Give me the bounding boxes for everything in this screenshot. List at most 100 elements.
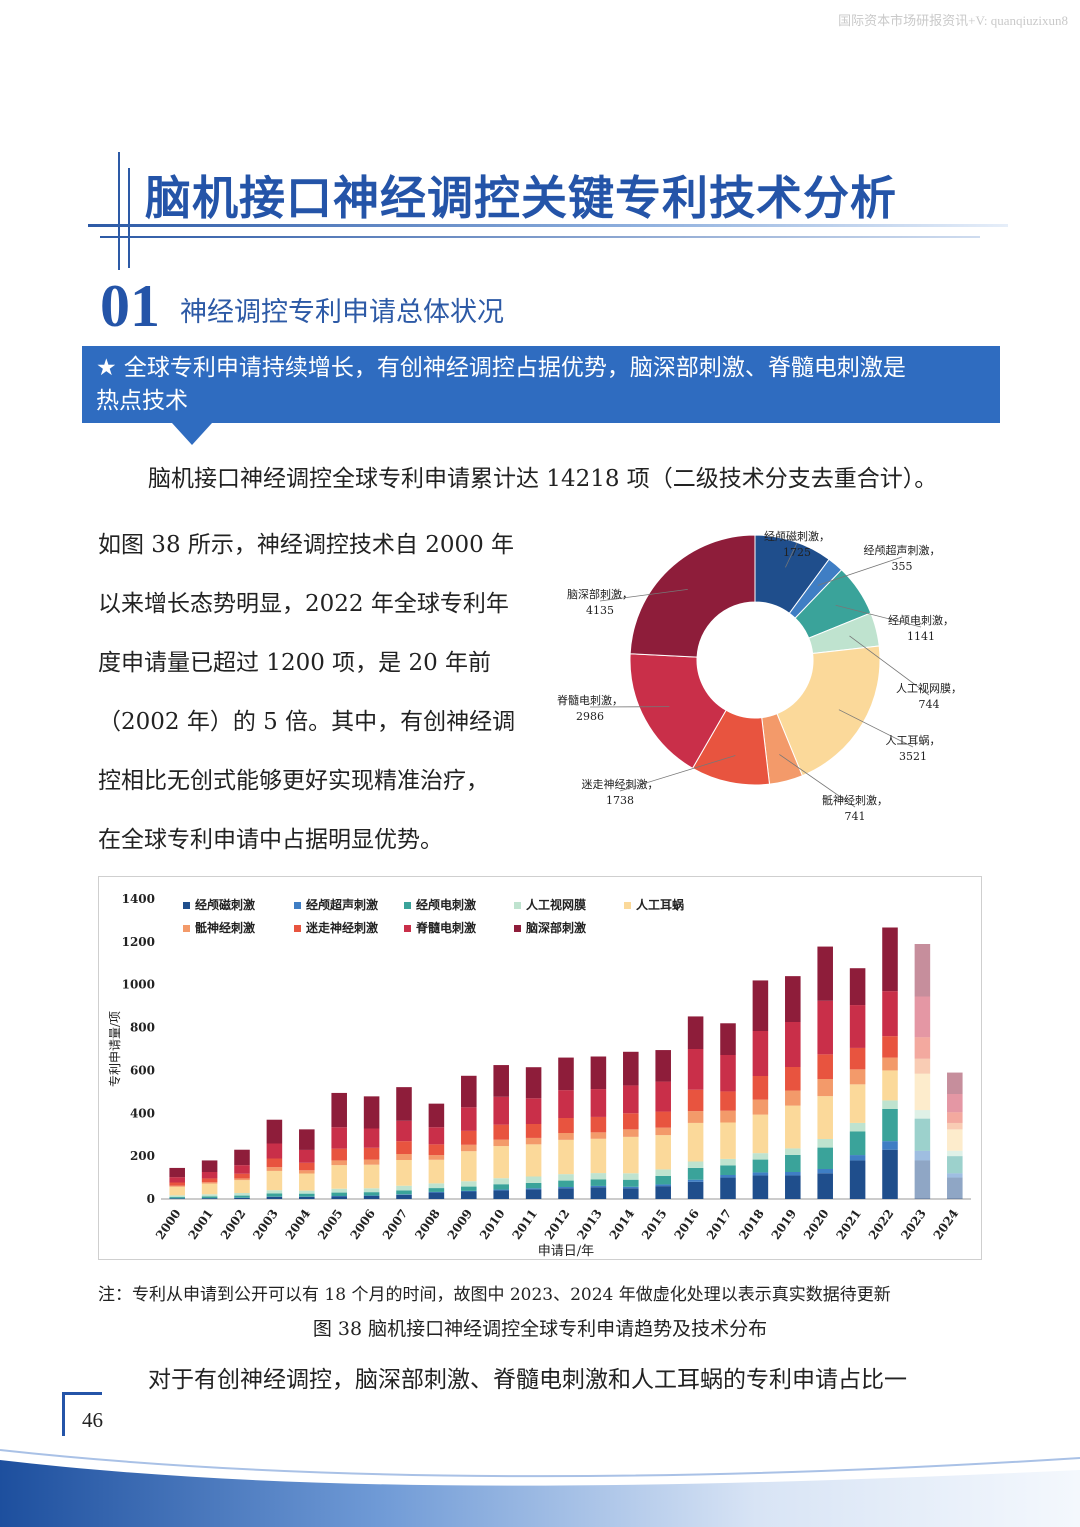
bar-segment [947, 1150, 963, 1157]
bar-segment [234, 1195, 250, 1198]
bar-segment [752, 1172, 769, 1176]
y-tick-label: 1000 [122, 978, 155, 992]
bar-segment [720, 1165, 736, 1175]
bar-segment [558, 1090, 574, 1118]
bar-segment [363, 1188, 380, 1193]
bar-segment [947, 1129, 963, 1151]
bar-segment [914, 996, 931, 1038]
bar-segment [623, 1136, 639, 1174]
bar-segment [687, 1016, 704, 1049]
title-underline [100, 236, 980, 238]
bar-segment [914, 1037, 931, 1059]
bar-segment [428, 1127, 445, 1145]
y-axis-label: 专利申请量/项 [107, 1011, 122, 1087]
bar-segment [623, 1188, 639, 1199]
bar-segment [363, 1192, 380, 1196]
bar-segment [720, 1110, 736, 1123]
bar-segment [882, 991, 898, 1037]
bar-segment [525, 1067, 542, 1099]
bar-segment [201, 1194, 218, 1197]
bar-segment [720, 1175, 736, 1178]
bar-segment [201, 1183, 218, 1195]
bar-segment [461, 1130, 477, 1145]
donut-label: 脑深部刺激， 4135 [567, 588, 633, 617]
bar-segment [655, 1175, 671, 1185]
y-tick-label: 1400 [122, 892, 155, 906]
bar-segment [461, 1075, 477, 1108]
bar-segment [525, 1188, 542, 1190]
bar-segment [234, 1193, 250, 1196]
bar-segment [363, 1128, 380, 1148]
bar-segment [299, 1162, 315, 1171]
bar-segment [461, 1107, 477, 1131]
x-tick-label: 2017 [704, 1207, 735, 1242]
bar-segment [363, 1147, 380, 1160]
bar-segment [687, 1049, 704, 1090]
bar-segment [169, 1197, 185, 1199]
bar-segment [752, 1076, 769, 1100]
paragraph: 如图 38 所示，神经调控技术自 2000 年 以来增长态势明显，2022 年全… [98, 516, 538, 870]
bar-segment [849, 1069, 866, 1085]
bar-segment [785, 1105, 801, 1149]
legend-swatch [183, 925, 190, 932]
donut-label: 经颅电刺激， 1141 [888, 614, 954, 643]
bar-segment [590, 1132, 607, 1139]
bar-segment [299, 1190, 315, 1194]
x-tick-label: 2009 [445, 1207, 476, 1242]
bar-segment [331, 1196, 347, 1199]
legend-label: 人工视网膜 [526, 897, 586, 912]
bar-segment [687, 1167, 704, 1180]
bar-segment [947, 1177, 963, 1199]
bar-segment [169, 1195, 185, 1198]
bar-segment [623, 1085, 639, 1114]
bar-segment [525, 1182, 542, 1189]
legend-swatch [624, 902, 631, 909]
bar-segment [785, 1154, 801, 1172]
bar-segment [428, 1192, 445, 1199]
bar-segment [752, 1159, 769, 1173]
bar-segment [849, 1160, 866, 1199]
bar-segment [785, 1090, 801, 1106]
bar-segment [785, 1172, 801, 1176]
bar-segment [331, 1160, 347, 1166]
bar-segment [331, 1192, 347, 1196]
bar-segment [299, 1129, 315, 1150]
x-tick-label: 2014 [607, 1207, 638, 1242]
legend-label: 脊髓电刺激 [415, 920, 476, 935]
donut-label: 迷走神经刺激， 1738 [581, 778, 659, 807]
bar-segment [396, 1120, 412, 1142]
bar-segment [266, 1190, 283, 1194]
bar-segment [169, 1167, 185, 1178]
x-tick-label: 2011 [509, 1207, 540, 1242]
bar-segment [687, 1122, 704, 1162]
bar-segment [849, 1005, 866, 1048]
legend-swatch [294, 925, 301, 932]
bar-segment [947, 1112, 963, 1123]
bar-segment [428, 1144, 445, 1156]
bar-segment [234, 1149, 250, 1166]
bar-segment [201, 1178, 218, 1183]
bar-segment [363, 1159, 380, 1165]
legend-swatch [514, 902, 521, 909]
x-tick-label: 2012 [542, 1207, 573, 1242]
y-tick-label: 800 [130, 1021, 155, 1035]
paragraph-line: 以来增长态势明显，2022 年全球专利年 [98, 591, 509, 617]
bar-segment [947, 1122, 963, 1130]
bar-segment [201, 1198, 218, 1199]
x-tick-label: 2004 [283, 1207, 314, 1242]
legend-label: 迷走神经刺激 [305, 920, 378, 935]
highlight-banner: ★ 全球专利申请持续增长，有创神经调控占据优势，脑深部刺激、脊髓电刺激是 热点技… [82, 346, 1000, 423]
bar-segment [558, 1057, 574, 1091]
bar-segment [752, 1099, 769, 1115]
bar-segment [817, 1096, 833, 1139]
bar-segment [266, 1143, 283, 1159]
bar-segment [461, 1181, 477, 1187]
bar-segment [461, 1190, 477, 1192]
bar-segment [914, 1118, 931, 1151]
banner-pointer [172, 423, 212, 445]
bar-segment [849, 1047, 866, 1070]
bar-segment [752, 1031, 769, 1076]
bar-segment [655, 1081, 671, 1112]
donut-leader-line [779, 754, 856, 808]
bar-segment [396, 1154, 412, 1160]
